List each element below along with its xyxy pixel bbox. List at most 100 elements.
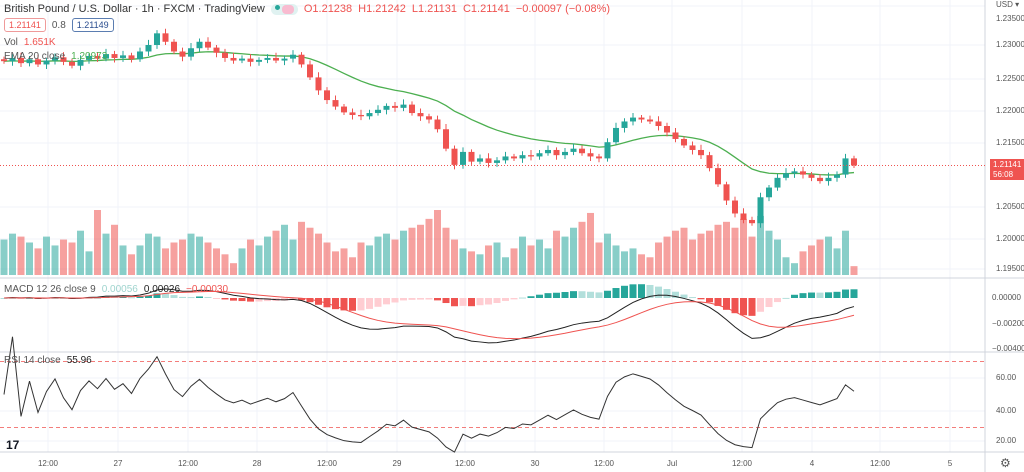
candle-body <box>851 158 857 166</box>
candle-body <box>332 100 339 107</box>
candle-body <box>298 54 305 65</box>
time-axis-label: 12:00 <box>177 459 199 468</box>
macd-histogram-bar <box>629 284 637 298</box>
volume-bar <box>196 236 203 275</box>
volume-bar <box>111 224 118 275</box>
currency-selector[interactable]: USD ▾ <box>996 0 1020 9</box>
candle-body <box>9 57 16 62</box>
sell-button[interactable]: 1.21141 <box>4 18 46 32</box>
candle-body <box>171 41 177 52</box>
volume-bar <box>119 245 127 275</box>
volume-bar <box>51 245 59 275</box>
rsi-label: RSI 14 close <box>4 355 61 366</box>
volume-bar <box>451 239 458 275</box>
macd-histogram-bar <box>459 298 467 306</box>
candle-body <box>145 45 152 52</box>
volume-bar <box>289 239 297 275</box>
buy-button[interactable]: 1.21149 <box>71 18 114 32</box>
macd-signal-value: −0.00030 <box>186 284 229 295</box>
volume-bar <box>306 227 314 275</box>
volume-bar <box>459 248 467 275</box>
ema-legend[interactable]: EMA 20 close 1.20973 <box>4 51 107 62</box>
macd-histogram-bar <box>128 297 135 299</box>
candle-body <box>426 116 432 120</box>
candle-body <box>392 105 398 108</box>
macd-histogram-bar <box>408 298 416 300</box>
macd-histogram-bar <box>850 289 858 298</box>
candle-body <box>43 60 50 65</box>
macd-histogram-bar <box>153 293 161 298</box>
candle-body <box>188 48 194 57</box>
macd-histogram-bar <box>655 286 662 298</box>
macd-histogram-bar <box>748 298 756 316</box>
volume-bar <box>621 251 628 275</box>
candle-body <box>579 148 585 154</box>
volume-bar <box>34 248 42 275</box>
volume-bar <box>17 236 25 275</box>
candle-body <box>698 149 704 156</box>
volume-bar <box>179 239 186 275</box>
candle-body <box>502 156 509 161</box>
symbol-title[interactable]: British Pound / U.S. Dollar · 1h · FXCM … <box>4 3 265 15</box>
candle-body <box>230 57 237 61</box>
volume-bar <box>570 227 577 275</box>
candle-body <box>485 158 492 163</box>
macd-histogram-bar <box>264 298 271 302</box>
volume-bar <box>366 245 373 275</box>
rsi-legend[interactable]: RSI 14 close 55.96 <box>4 355 92 366</box>
macd-histogram-bar <box>383 298 390 305</box>
candle-body <box>18 57 24 64</box>
macd-histogram-bar <box>816 292 824 298</box>
candle-body <box>273 57 279 61</box>
macd-histogram-bar <box>723 298 730 310</box>
candle-body <box>562 151 568 156</box>
macd-histogram-bar <box>255 298 263 302</box>
volume-legend[interactable]: Vol 1.651K <box>4 37 56 48</box>
macd-histogram-bar <box>213 298 220 299</box>
candle-body <box>477 158 483 162</box>
macd-histogram-bar <box>544 293 552 298</box>
macd-histogram-bar <box>119 296 127 298</box>
macd-histogram-bar <box>663 288 671 298</box>
bar-countdown: 56:08 <box>993 170 1014 179</box>
ema-value: 1.20973 <box>71 51 108 62</box>
macd-signal-line <box>3 291 855 340</box>
macd-histogram-bar <box>791 294 798 298</box>
volume-bar <box>561 236 569 275</box>
volume-bar <box>85 251 93 275</box>
volume-bar <box>272 230 280 275</box>
volume-bar <box>391 239 399 275</box>
macd-histogram-bar <box>349 298 356 311</box>
volume-bar <box>323 242 331 275</box>
candle-body <box>162 33 169 42</box>
candle-body <box>570 148 577 152</box>
tradingview-logo-icon[interactable]: 17 <box>6 438 20 452</box>
candle-body <box>307 64 313 78</box>
macd-histogram-bar <box>510 298 518 300</box>
macd-histogram-bar <box>536 294 543 298</box>
candle-body <box>222 52 228 58</box>
volume-bar <box>774 239 781 275</box>
settings-gear-icon[interactable]: ⚙ <box>1000 456 1011 470</box>
volume-label: Vol <box>4 37 18 48</box>
macd-histogram-bar <box>374 298 382 307</box>
macd-histogram-bar <box>221 298 229 300</box>
volume-bar <box>434 210 441 275</box>
time-axis-label: 12:00 <box>454 459 476 468</box>
macd-histogram-bar <box>340 298 348 311</box>
candle-body <box>596 156 602 159</box>
macd-histogram-bar <box>196 296 203 298</box>
macd-histogram-bar <box>281 298 288 301</box>
time-axis-label: 12:00 <box>593 459 615 468</box>
macd-legend[interactable]: MACD 12 26 close 9 0.00056 0.00026 −0.00… <box>4 284 228 295</box>
volume-bar <box>816 239 824 275</box>
volume-bar <box>374 236 382 275</box>
candle-body <box>35 59 41 65</box>
macd-histogram-bar <box>765 298 773 308</box>
candle-body <box>341 106 347 113</box>
macd-histogram-bar <box>476 298 484 306</box>
macd-histogram-bar <box>680 294 688 298</box>
time-axis-label: 12:00 <box>316 459 338 468</box>
price-axis-label: 1.22000 <box>996 106 1024 115</box>
